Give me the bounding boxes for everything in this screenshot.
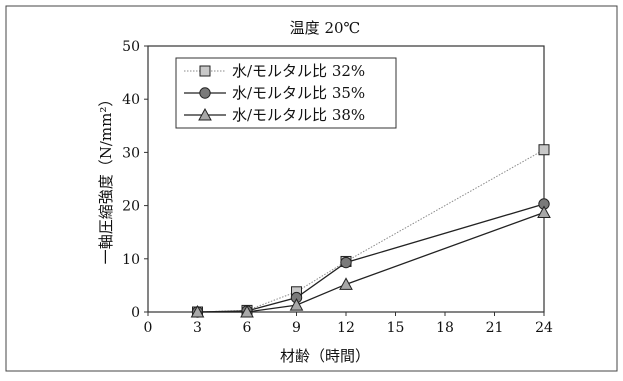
legend: 水/モルタル比 32% 水/モルタル比 35% 水/モルタル比 38% — [175, 57, 397, 129]
data-point — [340, 256, 352, 269]
y-tick-label: 0 — [131, 305, 140, 321]
x-tick-label: 18 — [436, 320, 454, 336]
data-point — [537, 205, 551, 219]
series-triangle — [190, 205, 551, 318]
legend-label: 水/モルタル比 35% — [232, 84, 365, 102]
chart-title: 温度 20℃ — [290, 19, 361, 37]
x-tick-label: 24 — [535, 320, 553, 336]
x-axis-label: 材齢（時間） — [280, 347, 370, 365]
legend-entry: 水/モルタル比 32% — [184, 62, 365, 80]
x-tick-label: 21 — [486, 320, 504, 336]
legend-label: 水/モルタル比 32% — [232, 62, 365, 80]
x-tick-label: 6 — [243, 320, 252, 336]
labels: 温度 20℃ 材齢（時間） 一軸圧縮強度（N/mm²） — [97, 19, 370, 365]
x-tick-label: 3 — [193, 320, 202, 336]
data-point — [240, 304, 254, 318]
x-tick-label: 12 — [337, 320, 355, 336]
x-tick-label: 15 — [387, 320, 405, 336]
y-tick-label: 30 — [122, 145, 140, 161]
y-tick-label: 10 — [122, 252, 140, 268]
legend-entry: 水/モルタル比 38% — [184, 106, 365, 124]
legend-entry: 水/モルタル比 35% — [184, 84, 365, 102]
data-point — [289, 298, 304, 311]
y-axis-label: 一軸圧縮強度（N/mm²） — [97, 92, 115, 265]
y-tick-label: 20 — [122, 199, 140, 215]
data-point — [339, 277, 353, 290]
legend-marker — [199, 87, 211, 99]
data-point — [538, 144, 550, 156]
legend-label: 水/モルタル比 38% — [232, 106, 365, 124]
legend-marker — [198, 107, 212, 121]
y-tick-label: 40 — [122, 92, 140, 108]
legend-marker — [199, 65, 211, 77]
data-point — [190, 304, 205, 318]
y-tick-label: 50 — [122, 39, 140, 55]
x-tick-label: 0 — [144, 320, 153, 336]
x-tick-label: 9 — [292, 320, 301, 336]
figure-border — [5, 5, 618, 372]
series-layer — [190, 144, 551, 318]
